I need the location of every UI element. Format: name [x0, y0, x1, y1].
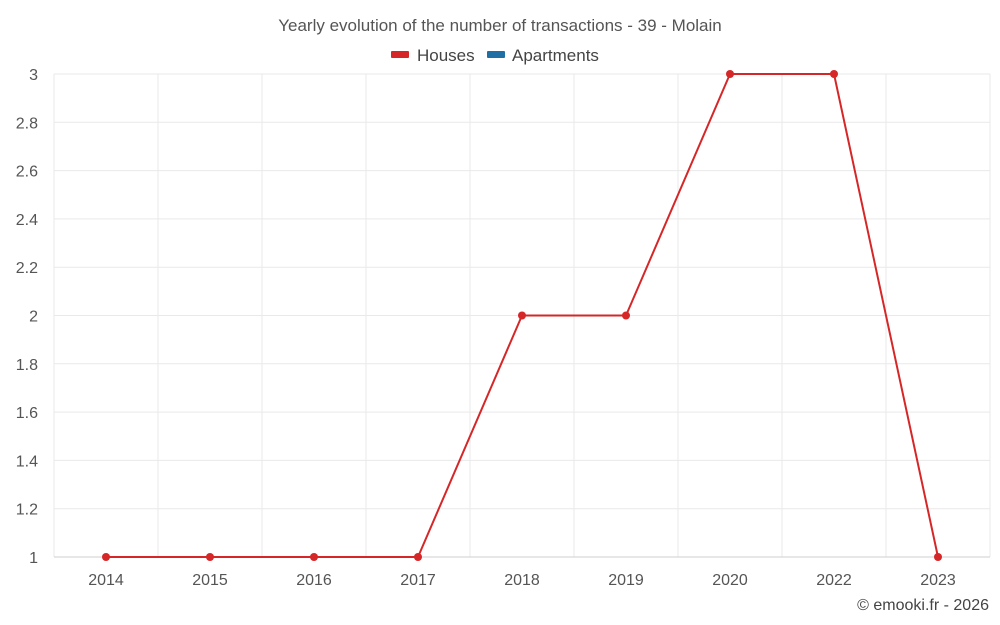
legend: Houses Apartments [391, 46, 599, 65]
y-tick-label: 2.8 [16, 115, 38, 132]
legend-swatch-apartments [487, 51, 505, 58]
legend-item-apartments[interactable]: Apartments [487, 46, 599, 65]
chart-title: Yearly evolution of the number of transa… [278, 16, 722, 35]
y-tick-label: 2.6 [16, 164, 38, 181]
data-point-houses [102, 553, 110, 561]
y-axis-ticks: 1 1.2 1.4 1.6 1.8 2 2.2 2.4 2.6 2.8 3 [16, 67, 38, 567]
y-tick-label: 1.2 [16, 502, 38, 519]
x-tick-label: 2014 [88, 572, 124, 589]
x-tick-label: 2015 [192, 572, 228, 589]
data-point-houses [622, 311, 630, 320]
data-point-houses [310, 553, 318, 561]
legend-swatch-houses [391, 51, 409, 58]
data-point-houses [934, 553, 942, 561]
y-tick-label: 1.4 [16, 453, 38, 470]
y-tick-label: 1.6 [16, 405, 38, 422]
x-tick-label: 2023 [920, 572, 956, 589]
data-point-houses [830, 70, 838, 78]
y-tick-label: 2.2 [16, 260, 38, 277]
legend-label-apartments: Apartments [512, 46, 599, 65]
data-point-houses [726, 70, 734, 78]
x-axis-ticks: 2014 2015 2016 2017 2018 2019 2020 2022 2023 [88, 572, 956, 589]
data-point-houses [414, 553, 422, 561]
legend-label-houses: Houses [417, 46, 475, 65]
y-tick-label: 2 [29, 309, 38, 326]
data-point-houses [518, 311, 526, 320]
y-tick-label: 3 [29, 67, 38, 84]
x-tick-label: 2018 [504, 572, 540, 589]
legend-item-houses[interactable]: Houses [391, 46, 475, 65]
x-tick-label: 2020 [712, 572, 748, 589]
y-tick-label: 1 [29, 550, 38, 567]
credit-text: © emooki.fr - 2026 [857, 597, 989, 614]
series-layer [102, 70, 942, 561]
y-tick-label: 2.4 [16, 212, 38, 229]
x-tick-label: 2022 [816, 572, 852, 589]
x-tick-label: 2017 [400, 572, 436, 589]
x-tick-label: 2016 [296, 572, 332, 589]
x-tick-label: 2019 [608, 572, 644, 589]
y-tick-label: 1.8 [16, 357, 38, 374]
data-point-houses [206, 553, 214, 561]
